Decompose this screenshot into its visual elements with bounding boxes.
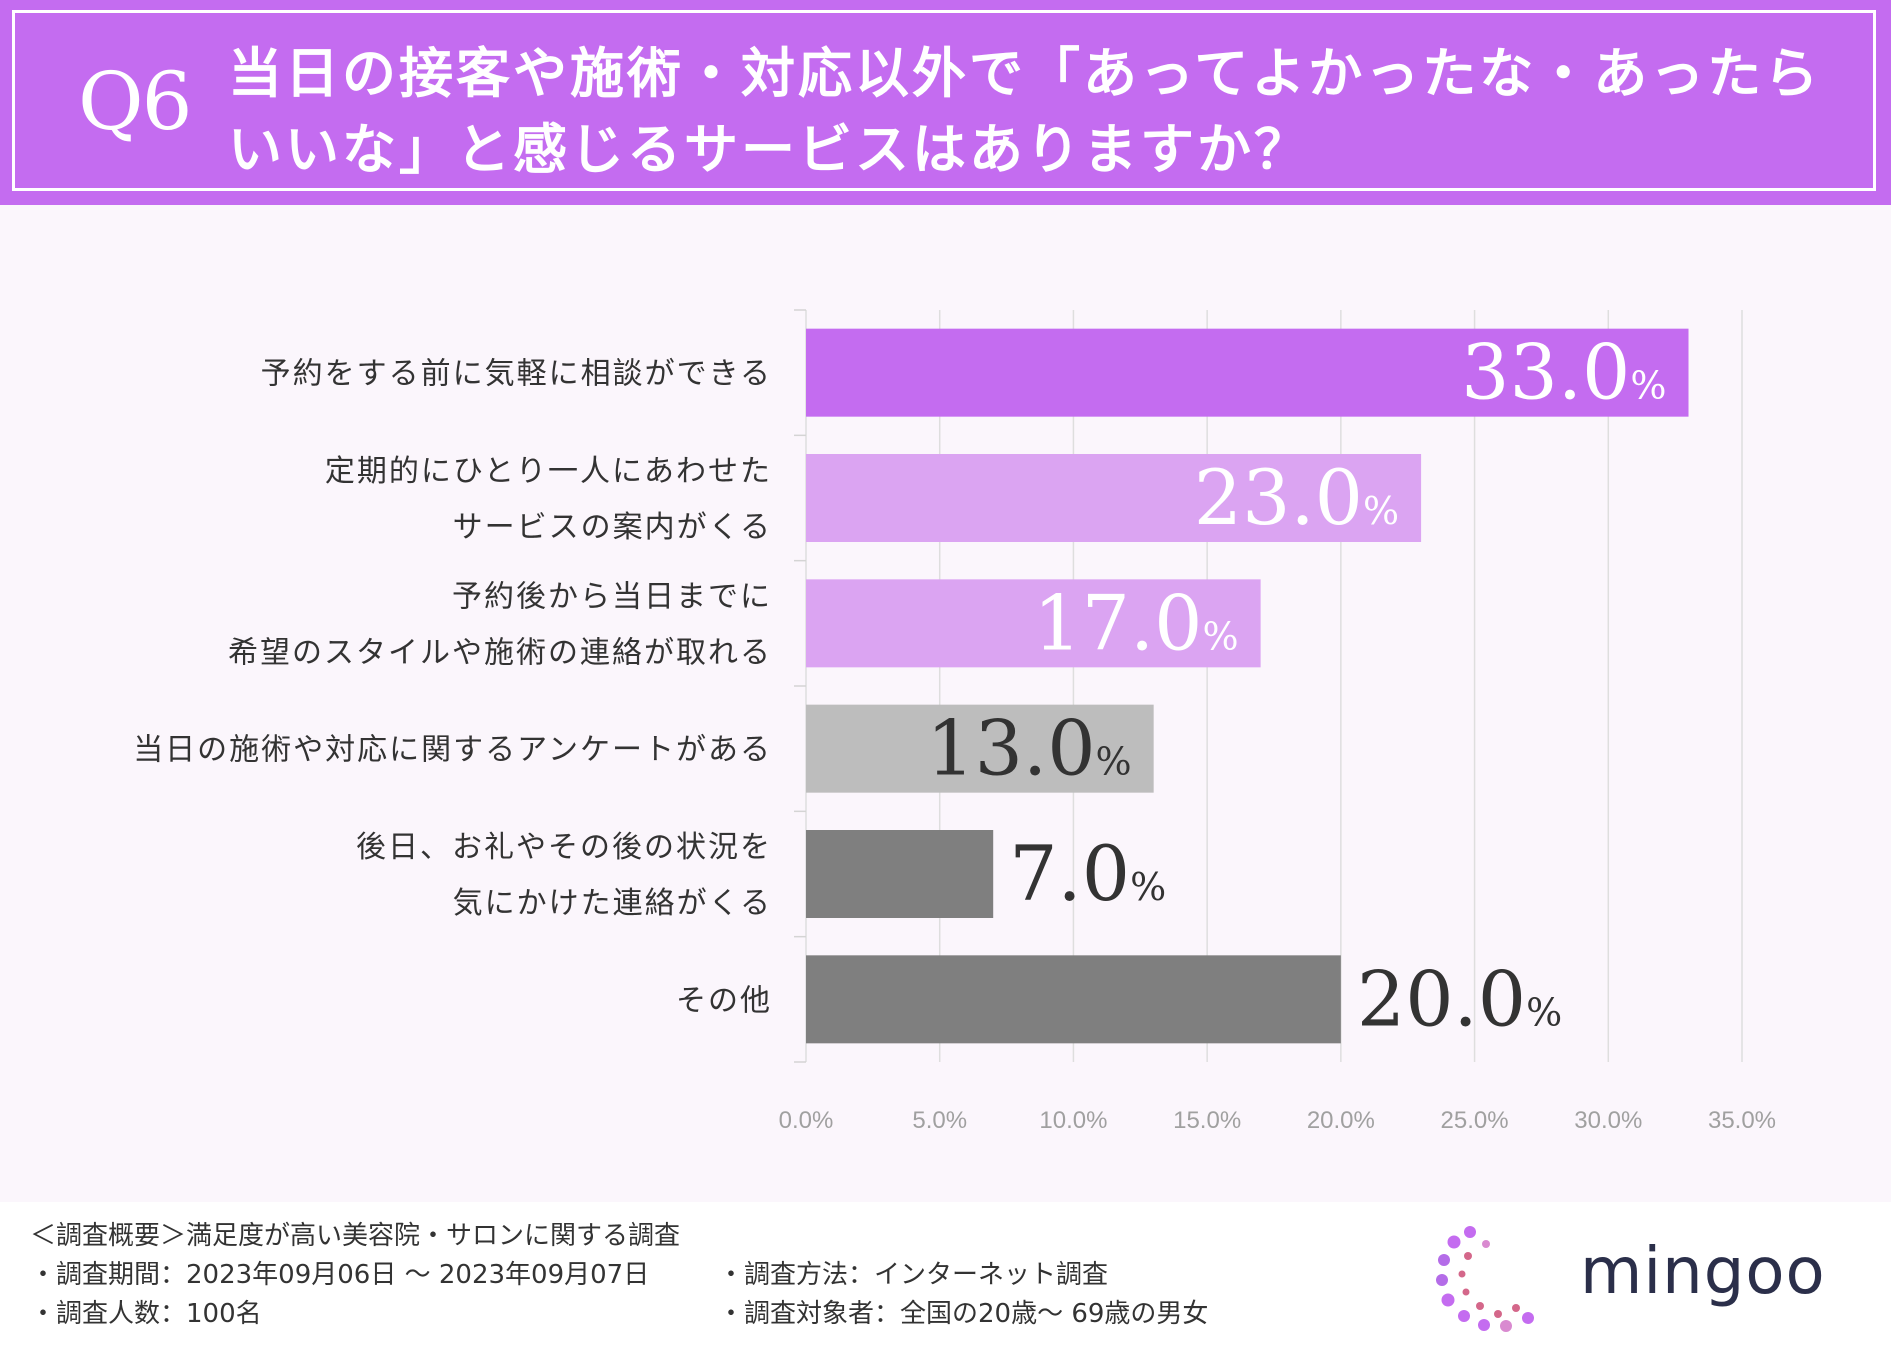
bar-value-label: 20.0% [1357, 954, 1562, 1043]
category-label: 希望のスタイルや施術の連絡が取れる [228, 635, 772, 670]
x-tick-label: 35.0% [1708, 1107, 1776, 1134]
bar [806, 830, 994, 918]
x-tick-label: 30.0% [1574, 1107, 1642, 1134]
category-label: 気にかけた連絡がくる [453, 886, 772, 921]
survey-target: ・調査対象者：全国の20歳〜 69歳の男女 [718, 1299, 1209, 1329]
x-tick-label: 20.0% [1307, 1107, 1375, 1134]
category-label: 予約をする前に気軽に相談ができる [261, 357, 772, 392]
x-tick-label: 10.0% [1039, 1107, 1107, 1134]
bar-value-label: 33.0% [1461, 328, 1666, 417]
survey-count: ・調査人数：100名 [30, 1299, 262, 1329]
survey-method: ・調査方法：インターネット調査 [718, 1260, 1109, 1290]
x-tick-label: 25.0% [1441, 1107, 1509, 1134]
bar [806, 704, 1154, 793]
bar [806, 328, 1689, 417]
bar-value-label: 13.0% [926, 704, 1131, 793]
survey-overview: ＜調査概要＞満足度が高い美容院・サロンに関する調査 [30, 1221, 681, 1251]
bar [806, 579, 1261, 668]
category-label: その他 [676, 983, 772, 1018]
x-tick-label: 5.0% [912, 1107, 967, 1134]
bar-value-label: 17.0% [1033, 578, 1238, 667]
question-number: Q6 [78, 55, 192, 148]
category-label: サービスの案内がくる [453, 510, 772, 545]
survey-period: ・調査期間：2023年09月06日 〜 2023年09月07日 [30, 1260, 650, 1290]
header-frame [12, 10, 1876, 191]
bar-chart: 0.0% 5.0% 10.0% 15.0% 20.0% 25.0% 30.0% 35.0% 33… [133, 309, 1776, 1134]
bar-value-label: 7.0% [1009, 829, 1166, 918]
x-tick-label: 15.0% [1173, 1107, 1241, 1134]
bar [806, 454, 1422, 542]
category-label: 当日の施術や対応に関するアンケートがある [133, 733, 772, 768]
bar-value-label: 23.0% [1194, 453, 1399, 542]
header-banner: Q6 当日の接客や施術・対応以外で「あってよかったな・あったらいいな」と感じるサ… [0, 0, 1891, 205]
bar [806, 955, 1341, 1044]
x-tick-label: 0.0% [779, 1107, 834, 1134]
logo-wordmark: mingoo [1580, 1235, 1826, 1309]
category-label: 後日、お礼やその後の状況を [356, 830, 772, 865]
question-text: 当日の接客や施術・対応以外で「あってよかったな・あったらいいな」と感じるサービス… [228, 42, 1822, 181]
category-label: 予約後から当日までに [452, 579, 772, 614]
footer: ＜調査概要＞満足度が高い美容院・サロンに関する調査 ・調査期間：2023年09月… [0, 1202, 1891, 1350]
dotted-c-logo-icon [1436, 1226, 1534, 1332]
category-label: 定期的にひとり一人にあわせた [325, 454, 772, 489]
